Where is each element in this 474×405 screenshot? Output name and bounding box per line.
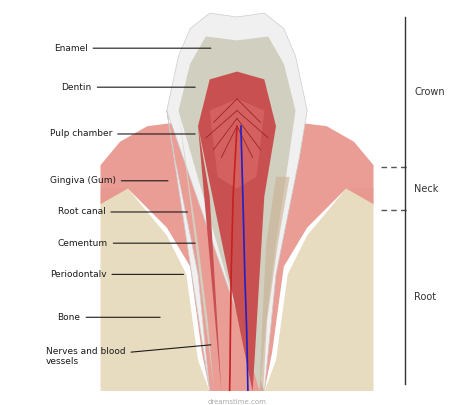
Polygon shape: [260, 177, 290, 391]
Text: Pulp chamber: Pulp chamber: [50, 130, 195, 139]
Text: Nerves and blood
vessels: Nerves and blood vessels: [46, 345, 211, 366]
Text: Root canal: Root canal: [58, 207, 187, 217]
Polygon shape: [100, 189, 374, 391]
Polygon shape: [210, 99, 264, 189]
Polygon shape: [100, 122, 374, 391]
Polygon shape: [179, 36, 295, 391]
Text: Enamel: Enamel: [54, 44, 211, 53]
Polygon shape: [167, 13, 307, 391]
Text: Bone: Bone: [58, 313, 160, 322]
Polygon shape: [198, 72, 276, 391]
Text: Periodontalv: Periodontalv: [50, 270, 183, 279]
Text: Crown: Crown: [414, 87, 445, 97]
Text: dreamstime.com: dreamstime.com: [208, 399, 266, 405]
Text: Root: Root: [414, 292, 437, 302]
Text: Dentin: Dentin: [62, 83, 195, 92]
Text: Cementum: Cementum: [58, 239, 195, 248]
Text: Neck: Neck: [414, 183, 439, 194]
Text: Gingiva (Gum): Gingiva (Gum): [50, 176, 168, 185]
